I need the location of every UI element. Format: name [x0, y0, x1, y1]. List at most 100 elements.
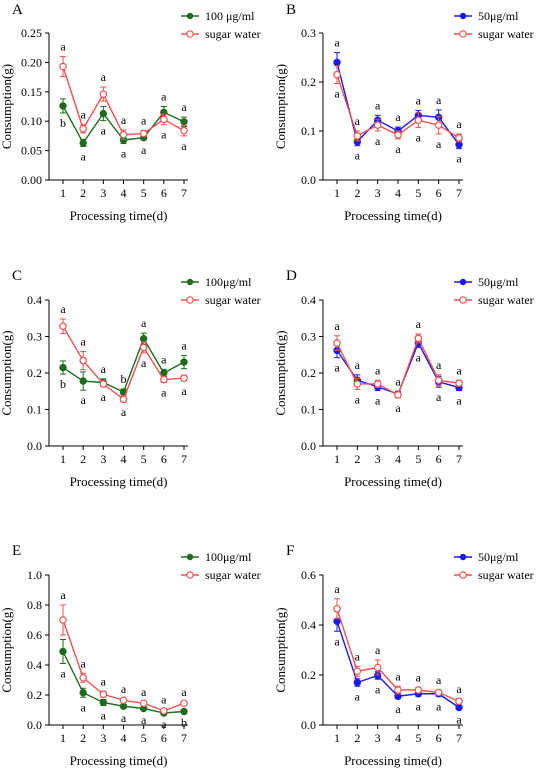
x-tick-label: 6: [436, 731, 442, 745]
data-point: [180, 374, 188, 382]
significance-letter: a: [181, 685, 187, 699]
legend: 100μg/ml sugar water: [181, 275, 261, 307]
significance-letter: a: [375, 394, 381, 408]
data-point: [139, 129, 148, 138]
x-tick-label: 7: [456, 452, 462, 466]
significance-letter: a: [355, 149, 361, 163]
significance-letter: a: [416, 131, 422, 145]
series-treatment: [59, 639, 188, 717]
data-point: [59, 102, 67, 110]
significance-letter: a: [375, 682, 381, 696]
x-tick-label: 6: [161, 186, 167, 200]
x-tick-label: 5: [415, 731, 421, 745]
data-point: [353, 667, 362, 676]
data-point: [414, 116, 423, 125]
data-point: [353, 132, 362, 140]
data-point: [394, 686, 402, 694]
data-point: [99, 698, 108, 707]
significance-letter: a: [436, 390, 442, 404]
significance-letter: a: [334, 36, 340, 50]
y-tick-label: 0.0: [301, 173, 316, 187]
significance-letter: a: [456, 394, 462, 408]
x-axis-label: Processing time(d): [70, 474, 168, 489]
significance-letter: a: [101, 70, 107, 84]
significance-letter: a: [141, 685, 147, 699]
significance-letter: a: [141, 114, 147, 128]
x-tick-label: 7: [181, 731, 187, 745]
y-tick-label: 0.4: [301, 618, 316, 632]
y-tick-label: 0.1: [301, 403, 316, 417]
significance-letter: a: [334, 86, 340, 100]
significance-letter: a: [161, 90, 167, 104]
y-tick-label: 0.3: [301, 330, 316, 344]
legend: 50μg/ml sugar water: [454, 9, 534, 41]
x-tick-label: 3: [375, 186, 381, 200]
y-axis-label: Consumption(g): [273, 607, 288, 692]
significance-letter: a: [355, 689, 361, 703]
data-point: [59, 647, 67, 656]
y-tick-label: 0.4: [27, 293, 42, 307]
y-tick-label: 0.8: [27, 598, 42, 612]
significance-letter: a: [416, 671, 422, 685]
significance-letter: b: [181, 716, 187, 730]
significance-letter: a: [395, 374, 401, 388]
panel-label: D: [286, 268, 297, 284]
x-tick-label: 6: [161, 452, 167, 466]
significance-letter: a: [375, 98, 381, 112]
significance-letter: a: [355, 114, 361, 128]
x-tick-label: 2: [80, 731, 86, 745]
x-tick-label: 2: [354, 731, 360, 745]
legend-label: 50μg/ml: [478, 275, 519, 289]
data-point: [59, 62, 67, 71]
chart-panel-e: E 0.0 0.2 0.4 0.6 0.8 1.0 1 2 3 4 5 6 7 Processing tim…: [0, 543, 261, 768]
x-tick-label: 3: [375, 731, 381, 745]
data-point: [180, 707, 188, 716]
y-tick-label: 0.0: [27, 718, 42, 732]
data-point: [353, 678, 362, 687]
significance-letter: a: [60, 40, 66, 54]
y-axis-label: Consumption(g): [0, 607, 14, 692]
significance-letter: a: [101, 124, 107, 138]
legend: 50μg/ml sugar water: [454, 550, 534, 582]
significance-letter: a: [81, 656, 87, 670]
significance-letter: a: [81, 393, 87, 407]
data-point: [139, 334, 148, 343]
significance-letter: a: [436, 137, 442, 151]
y-tick-label: 0.00: [21, 173, 42, 187]
significance-letter: a: [121, 682, 127, 696]
data-point: [180, 118, 188, 126]
data-point: [414, 686, 423, 694]
data-point: [99, 690, 108, 699]
significance-letter: a: [375, 643, 381, 657]
data-point: [434, 376, 443, 385]
significance-letter: a: [375, 134, 381, 148]
x-tick-label: 7: [456, 731, 462, 745]
data-point: [373, 663, 382, 672]
significance-letter: a: [181, 384, 187, 398]
y-tick-label: 0.2: [301, 75, 316, 89]
significance-letter: a: [141, 316, 147, 330]
data-point: [455, 134, 463, 142]
x-tick-label: 7: [181, 452, 187, 466]
y-axis-label: Consumption(g): [0, 330, 14, 415]
data-point: [333, 604, 341, 613]
y-tick-label: 0.3: [301, 26, 316, 40]
data-point: [455, 379, 463, 388]
y-tick-label: 0.15: [21, 85, 42, 99]
data-point: [414, 334, 423, 343]
chart-panel-a: A 0.00 0.05 0.10 0.15 0.20 0.25 1 2 3 4 5 6 7 Processi…: [0, 2, 261, 223]
significance-letter: a: [121, 405, 127, 419]
legend-marker: [186, 553, 194, 561]
data-point: [119, 130, 128, 139]
significance-letter: a: [416, 93, 422, 107]
data-point: [139, 343, 148, 352]
x-tick-label: 1: [60, 731, 66, 745]
legend: 50μg/ml sugar water: [454, 275, 534, 307]
panel-label: F: [286, 543, 294, 559]
y-tick-label: 0.25: [21, 26, 42, 40]
legend-label: 100 μg/ml: [205, 9, 255, 23]
x-axis-label: Processing time(d): [70, 208, 168, 223]
series-sugar-water: [333, 65, 463, 143]
significance-letter: a: [416, 350, 422, 364]
x-tick-label: 6: [436, 186, 442, 200]
